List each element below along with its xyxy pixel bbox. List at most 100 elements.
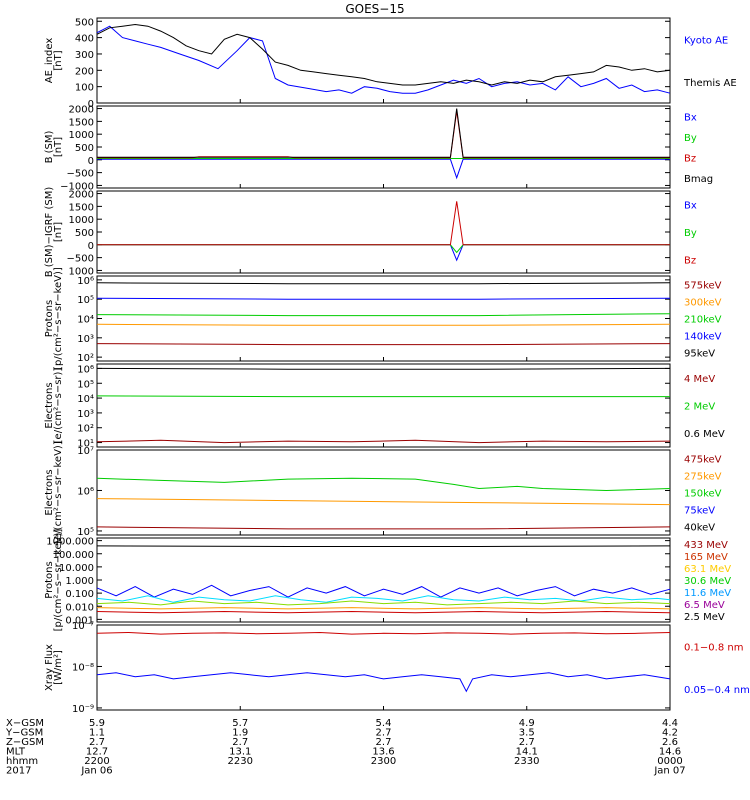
x-axis-value: 4.4 [662,718,678,729]
y-tick-label: 1000 [69,215,94,226]
y-tick-label: 10⁶ [77,486,94,497]
panel-frame [96,190,671,274]
y-tick-label: 2000 [69,105,94,116]
legend-label: 4 MeV [684,374,715,385]
y-axis-label: AE_index [44,38,55,84]
y-axis-label: [p/(cm²−s−sr−keV)] [53,529,64,632]
series-line-4-mev [96,439,671,444]
legend-label: By [684,133,697,144]
legend-label: 210keV [684,315,722,326]
series-line-bmag [97,108,670,158]
series-line-bx [97,158,670,180]
y-tick-label: 10⁵ [77,379,94,390]
x-axis-value: 2.7 [89,737,105,748]
y-axis-label: B (SM)−IGRF (SM) [44,187,55,278]
x-axis-value: 2.7 [376,728,392,739]
series-line-63-1-mev [96,600,671,606]
x-axis-row-label: Y−GSM [5,728,43,739]
panel-6: 10⁵ 10⁶ 10⁷ Electrons[e/(cm²−s−sr−keV)] 475k… [44,441,722,544]
panel-frame [96,275,671,362]
y-axis-label: [p/(cm²−s−sr−keV)] [53,267,64,370]
y-tick-label: 10⁵ [77,295,94,306]
legend-label: Bx [684,112,697,123]
y-tick-label: 10⁶ [77,364,94,375]
series-line-165-mev [96,607,671,610]
x-axis-value: 12.7 [86,747,108,758]
panel-8: 10⁻⁹ 10⁻⁸ 10⁻⁷ Xray Flux[W/m²] 0.1−0.8 nm 0.0… [44,621,750,715]
panel-1: 0 100 200 300 400 500 AE_index[nT] Kyoto AE Them… [44,17,737,110]
x-axis-value: 1.1 [89,728,105,739]
y-tick-label: 10² [77,424,94,435]
y-axis-label: [nT] [53,222,64,242]
panel-frame [96,449,671,536]
series-line-bz [97,201,670,246]
legend-label: 140keV [684,332,722,343]
y-axis-label: [nT] [53,50,64,70]
y-axis-label: Protons [44,561,55,598]
legend-label: Bx [684,201,697,212]
legend-label: 2 MeV [684,402,715,413]
x-axis-value: 14.1 [516,747,538,758]
y-tick-label: 10⁻⁹ [72,704,94,715]
y-tick-label: 10² [77,353,94,364]
legend-label: 75keV [684,506,715,517]
x-axis-row-label: hhmm [6,756,38,767]
series-line-themis-ae [96,23,671,86]
series-line-0-05-0-4-nm [96,672,671,693]
legend-label: Bz [684,255,696,266]
x-axis-value: 5.7 [232,718,248,729]
legend-label: 0.05−0.4 nm [684,685,750,696]
x-axis-row-label: MLT [6,747,26,758]
x-axis-labels: X−GSMY−GSMZ−GSMMLThhmm20175.91.12.712.72… [5,718,686,777]
x-axis-row-label: 2017 [6,766,31,777]
series-line-575kev [96,282,671,285]
legend-label: 575keV [684,281,722,292]
series-line-kyoto-ae [96,25,671,94]
x-axis-value: 13.6 [372,747,394,758]
legend-label: 6.5 MeV [684,600,725,611]
y-tick-label: −500 [67,169,94,180]
y-tick-label: 10⁴ [77,315,94,326]
x-axis-value: 2.7 [376,737,392,748]
series-line-475kev [96,526,671,530]
y-axis-label: Electrons [44,382,55,428]
x-axis-row-label: Z−GSM [6,737,44,748]
series-line-275kev [96,498,671,506]
y-tick-label: 10⁻⁸ [72,662,94,673]
series-line-433-mev [96,610,671,614]
y-tick-label: 10⁴ [77,394,94,405]
legend-label: 475keV [684,455,722,466]
y-tick-label: 10³ [77,334,94,345]
y-tick-label: 10¹ [77,439,94,450]
x-axis-value: 2.7 [519,737,535,748]
panel-frame [96,537,671,623]
y-tick-label: 300 [75,50,94,61]
series-line-150kev [96,477,671,492]
y-tick-label: 500 [75,17,94,28]
y-tick-label: 10.000 [59,563,94,574]
plot-title: GOES−15 [345,2,404,16]
legend-label: Kyoto AE [684,35,728,46]
y-tick-label: 200 [75,66,94,77]
x-axis-value: 13.1 [229,747,251,758]
series-line-210kev [96,313,671,317]
x-axis-value: 2300 [371,756,396,767]
y-tick-label: 100.000 [53,550,94,561]
legend-label: Bmag [684,174,713,185]
series-line-140kev [96,323,671,326]
series-line-by [97,244,670,254]
legend-label: Themis AE [683,78,737,89]
x-axis-value: 5.4 [376,718,392,729]
legend-label: By [684,228,697,239]
x-axis-value: 2.6 [662,737,678,748]
x-axis-value: 2230 [228,756,253,767]
series-line-300kev [96,297,671,300]
legend-label: 95keV [684,349,715,360]
y-axis-label: [e/(cm²−s−sr−keV)] [53,441,64,544]
panel-frame [96,105,671,189]
series-line-bz [97,111,670,159]
y-tick-label: 500 [75,143,94,154]
x-axis-value: 5.9 [89,718,105,729]
legend-label: 11.6 MeV [684,588,731,599]
